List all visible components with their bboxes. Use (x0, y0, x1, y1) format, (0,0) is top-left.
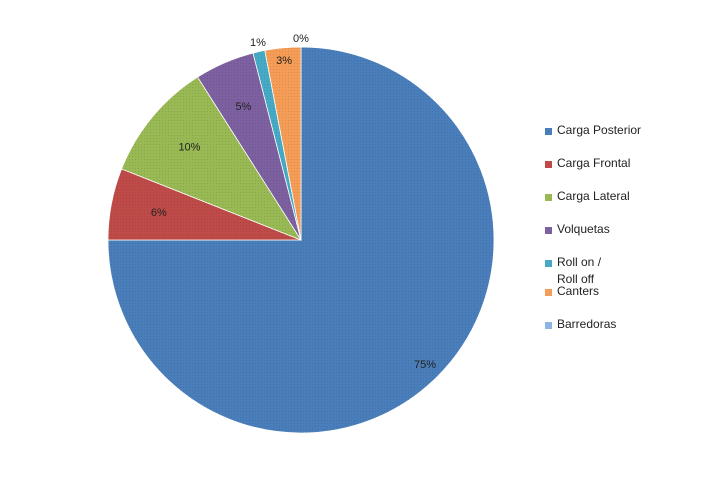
pie-slice-roll-on-roll-off-texture (253, 50, 301, 240)
data-label-carga-lateral: 10% (178, 142, 200, 154)
legend-label: Carga Lateral (557, 189, 630, 203)
legend-label: Barredoras (557, 317, 617, 331)
legend-label: Carga Frontal (557, 156, 631, 170)
legend-swatch (545, 322, 552, 329)
legend-label: Volquetas (557, 222, 610, 236)
legend-item-carga-frontal: Carga Frontal (545, 155, 705, 188)
pie-slice-canters-texture (264, 47, 301, 240)
legend-item-carga-lateral: Carga Lateral (545, 188, 705, 221)
pie-slice-volquetas-texture (197, 53, 301, 241)
legend-swatch (545, 128, 552, 135)
legend-item-volquetas: Volquetas (545, 221, 705, 254)
pie-data-labels: 75% 6% 10% 5% 1% 3%0% (151, 33, 436, 371)
data-label-carga-frontal: 6% (151, 207, 167, 219)
legend-label: Canters (557, 284, 600, 298)
data-label-volquetas: 5% (236, 101, 252, 113)
legend-item-barredoras: Barredoras (545, 316, 705, 349)
legend-swatch (545, 161, 552, 168)
data-label-canters: 3% (276, 55, 292, 67)
legend-item-canters: Canters (545, 283, 705, 316)
pie-slice-carga-frontal-texture (108, 168, 301, 240)
legend-swatch (545, 260, 552, 267)
legend-item-carga-posterior: Carga Posterior (545, 122, 705, 155)
chart-legend: Carga Posterior Carga Frontal Carga Late… (545, 122, 705, 349)
data-label-barredoras: 0% (293, 33, 309, 45)
legend-label: Carga Posterior (557, 123, 642, 137)
data-label-roll-on-roll-off: 1% (250, 37, 266, 49)
pie-slices (107, 46, 495, 434)
data-label-carga-posterior: 75% (414, 359, 436, 371)
legend-swatch (545, 289, 552, 296)
legend-label: Roll on / Roll off (557, 255, 602, 286)
legend-swatch (545, 227, 552, 234)
legend-item-roll-on-roll-off: Roll on / Roll off (545, 254, 705, 286)
legend-swatch (545, 194, 552, 201)
pie-slice-carga-lateral-texture (121, 77, 302, 240)
